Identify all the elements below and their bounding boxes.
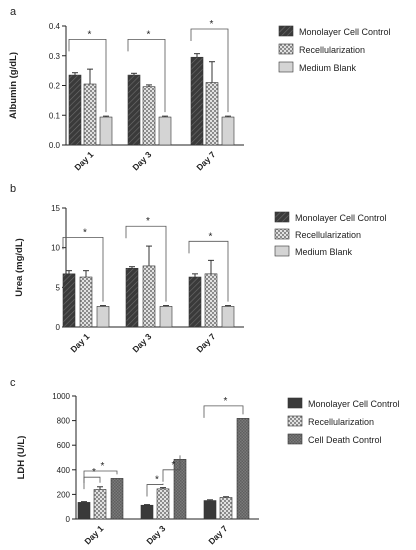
x-tick-label: Day 3 bbox=[144, 523, 167, 546]
significance-bracket bbox=[68, 38, 107, 113]
significance-star: * bbox=[146, 216, 150, 227]
bar bbox=[83, 83, 97, 146]
bar bbox=[156, 488, 170, 520]
y-tick-label: 0.4 bbox=[49, 22, 61, 31]
bar bbox=[221, 116, 235, 146]
y-tick-label: 10 bbox=[51, 244, 60, 253]
significance-bracket bbox=[127, 38, 166, 113]
legend-swatch bbox=[278, 25, 294, 37]
chart-panel-a: a 0.0 0.1 0.2 0.3 0.4 Albumin (g/dL) Day 1 Day 3… bbox=[8, 6, 391, 172]
panel-letter: b bbox=[10, 183, 16, 195]
significance-bracket bbox=[146, 483, 164, 497]
bar bbox=[236, 418, 250, 520]
bar bbox=[68, 74, 82, 146]
legend-label: Recellularization bbox=[295, 230, 361, 240]
significance-star: * bbox=[147, 29, 151, 40]
y-tick-label: 200 bbox=[57, 490, 71, 499]
bar bbox=[99, 116, 113, 146]
bar bbox=[127, 74, 141, 146]
panel-letter: a bbox=[10, 6, 17, 18]
bar bbox=[125, 267, 139, 328]
y-tick-label: 0.1 bbox=[49, 111, 61, 120]
bar bbox=[221, 306, 235, 328]
significance-star: * bbox=[88, 29, 92, 40]
significance-star: * bbox=[172, 460, 176, 471]
x-tick-label: Day 3 bbox=[130, 331, 153, 354]
y-tick-label: 0.3 bbox=[49, 52, 61, 61]
y-axis-label: Albumin (g/dL) bbox=[8, 52, 19, 119]
legend-swatch bbox=[274, 228, 290, 240]
legend-swatch bbox=[287, 433, 303, 445]
significance-bracket bbox=[125, 225, 167, 302]
significance-bracket bbox=[190, 28, 229, 113]
bar bbox=[77, 502, 91, 520]
y-tick-label: 0.2 bbox=[49, 82, 61, 91]
chart-panel-c: c 0 200 400 600 800 1000 LDH (U/L) Day 1 Day 3 Day… bbox=[10, 377, 400, 546]
y-tick-label: 600 bbox=[57, 441, 71, 450]
bar bbox=[142, 265, 156, 328]
x-tick-label: Day 1 bbox=[72, 149, 95, 172]
y-tick-label: 0.0 bbox=[49, 141, 61, 150]
y-tick-label: 5 bbox=[56, 283, 61, 292]
significance-star: * bbox=[101, 461, 105, 472]
legend-swatch bbox=[278, 43, 294, 55]
legend-label: Recellularization bbox=[308, 417, 374, 427]
bar bbox=[62, 273, 76, 328]
x-tick-label: Day 7 bbox=[206, 523, 229, 546]
x-tick-label: Day 1 bbox=[68, 331, 91, 354]
significance-star: * bbox=[210, 19, 214, 30]
legend-label: Recellularization bbox=[299, 45, 365, 55]
legend-label: Medium Blank bbox=[299, 63, 357, 73]
legend-swatch bbox=[287, 397, 303, 409]
bar bbox=[110, 478, 124, 520]
significance-star: * bbox=[224, 396, 228, 407]
chart-panel-b: b 0 5 10 15 Urea (mg/dL) Day 1 Day 3 Day 7 * * * Mon… bbox=[10, 183, 387, 354]
legend-label: Medium Blank bbox=[295, 247, 353, 257]
significance-bracket bbox=[62, 236, 104, 302]
significance-bracket bbox=[83, 476, 101, 490]
panel-letter: c bbox=[10, 377, 16, 389]
significance-bracket bbox=[188, 240, 229, 302]
y-tick-label: 15 bbox=[51, 204, 60, 213]
significance-star: * bbox=[209, 231, 213, 242]
bar bbox=[79, 276, 93, 328]
bar bbox=[158, 116, 172, 146]
significance-bracket bbox=[162, 455, 181, 482]
bar bbox=[188, 276, 202, 328]
bar bbox=[205, 82, 219, 146]
bar bbox=[159, 306, 173, 328]
x-tick-label: Day 1 bbox=[82, 523, 105, 546]
x-tick-label: Day 3 bbox=[130, 149, 153, 172]
bar bbox=[203, 500, 217, 520]
bar bbox=[204, 273, 218, 328]
y-tick-label: 1000 bbox=[52, 392, 70, 401]
legend-label: Monolayer Cell Control bbox=[295, 213, 387, 223]
x-tick-label: Day 7 bbox=[194, 149, 217, 172]
significance-bracket bbox=[203, 405, 244, 418]
significance-star: * bbox=[92, 467, 96, 478]
y-axis-label: Urea (mg/dL) bbox=[14, 238, 25, 297]
y-tick-label: 400 bbox=[57, 466, 71, 475]
legend-label: Cell Death Control bbox=[308, 435, 382, 445]
bar bbox=[96, 306, 110, 328]
bar bbox=[190, 56, 204, 146]
significance-star: * bbox=[155, 475, 159, 486]
x-tick-label: Day 7 bbox=[194, 331, 217, 354]
bar bbox=[219, 497, 233, 520]
y-tick-label: 0 bbox=[56, 323, 61, 332]
y-tick-label: 800 bbox=[57, 417, 71, 426]
legend-label: Monolayer Cell Control bbox=[299, 27, 391, 37]
bar bbox=[93, 489, 107, 520]
legend-swatch bbox=[278, 61, 294, 73]
significance-star: * bbox=[83, 227, 87, 238]
y-axis-label: LDH (U/L) bbox=[16, 436, 27, 480]
legend-swatch bbox=[274, 211, 290, 223]
bar bbox=[142, 86, 156, 146]
legend-swatch bbox=[274, 245, 290, 257]
bar bbox=[140, 504, 154, 520]
legend-label: Monolayer Cell Control bbox=[308, 399, 400, 409]
y-tick-label: 0 bbox=[66, 515, 71, 524]
legend-swatch bbox=[287, 415, 303, 427]
